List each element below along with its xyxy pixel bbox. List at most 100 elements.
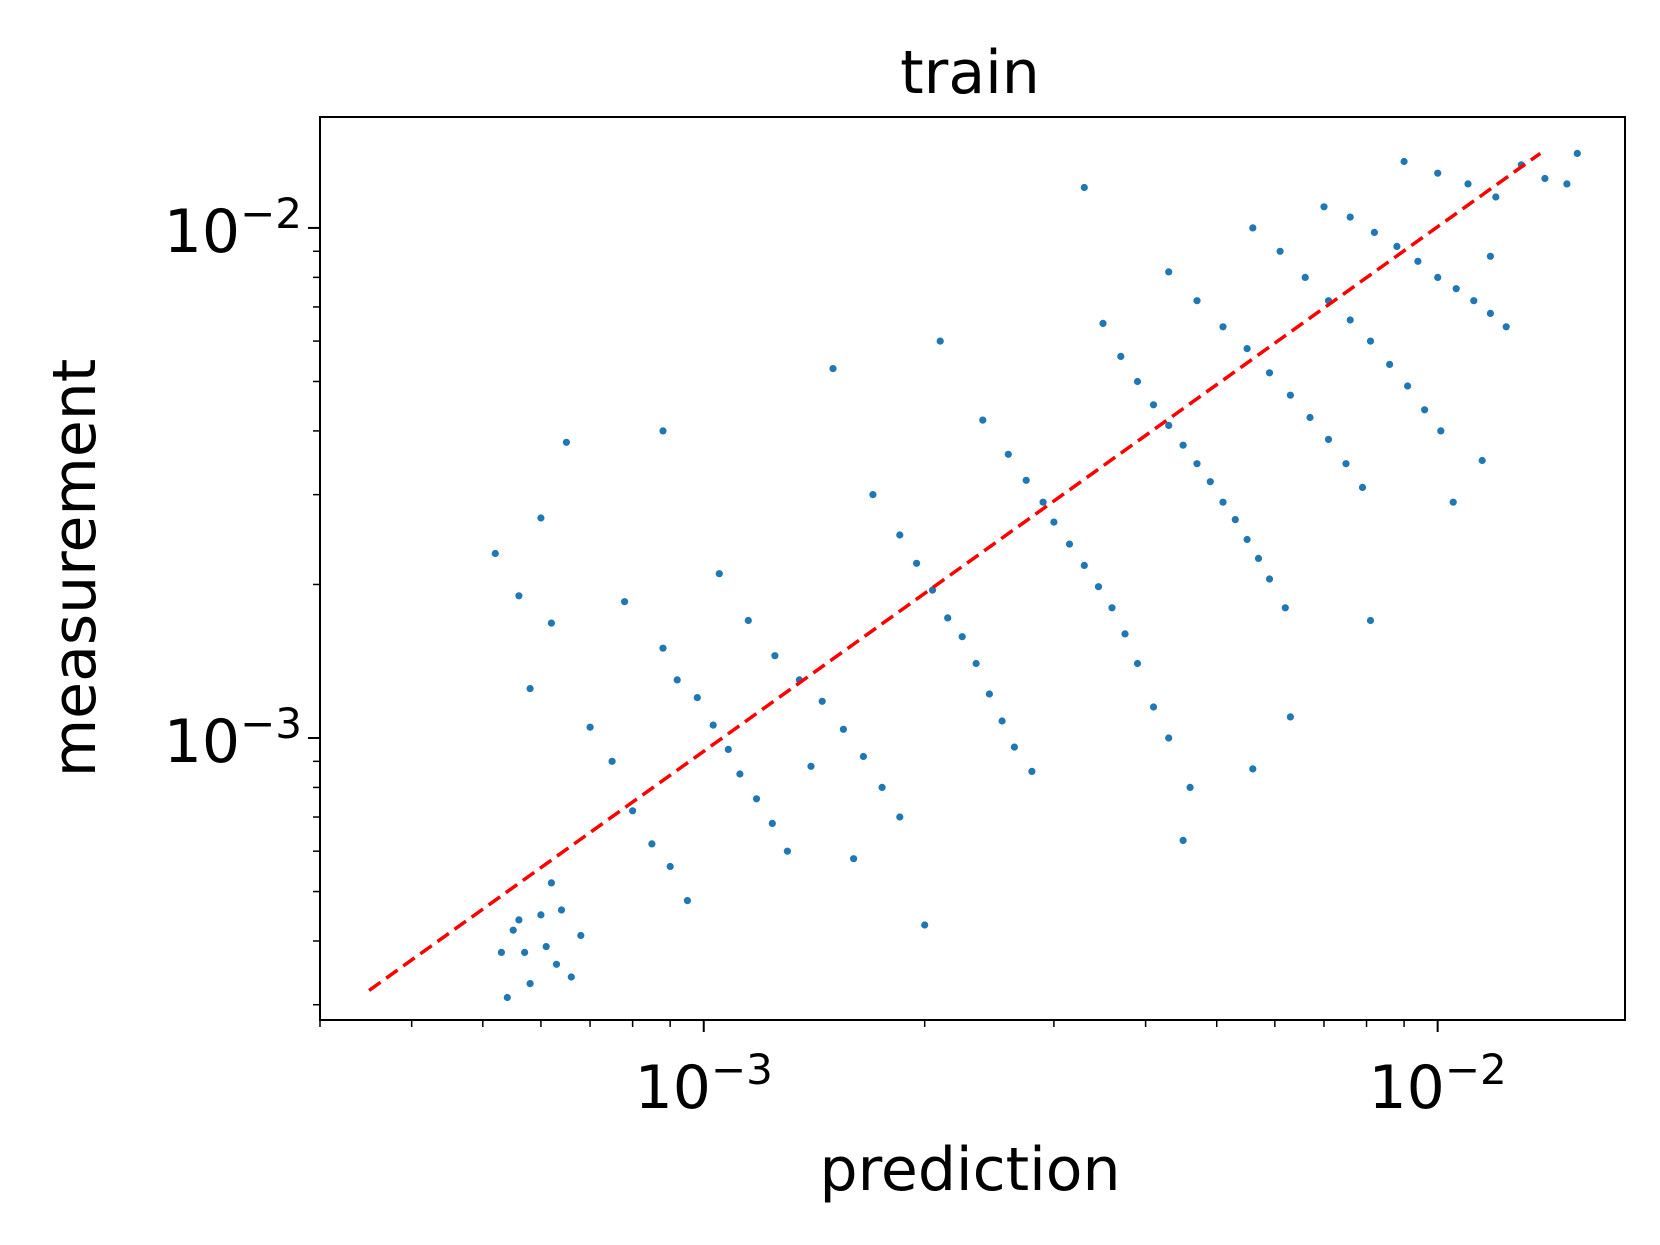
data-point bbox=[752, 795, 761, 803]
data-point bbox=[1400, 157, 1408, 166]
data-point bbox=[537, 911, 545, 919]
data-point bbox=[1449, 498, 1457, 506]
data-point bbox=[1452, 285, 1460, 293]
data-point bbox=[913, 559, 921, 567]
data-point bbox=[1186, 783, 1194, 792]
data-point bbox=[869, 491, 877, 499]
x-axis-label: prediction bbox=[819, 1135, 1120, 1205]
data-point bbox=[648, 840, 656, 848]
data-point bbox=[1478, 456, 1486, 465]
data-point bbox=[567, 973, 575, 981]
data-point bbox=[515, 916, 523, 924]
data-point bbox=[577, 931, 585, 940]
data-point bbox=[1243, 535, 1251, 544]
data-point bbox=[659, 427, 667, 435]
data-point bbox=[1165, 268, 1173, 276]
data-point bbox=[1286, 713, 1294, 721]
data-point bbox=[1004, 450, 1012, 458]
data-point bbox=[1281, 604, 1289, 612]
data-point bbox=[1050, 518, 1058, 526]
data-point bbox=[1386, 360, 1394, 368]
data-point bbox=[1464, 180, 1472, 188]
data-point bbox=[1243, 345, 1251, 353]
data-point bbox=[673, 676, 681, 684]
data-point bbox=[1179, 836, 1187, 845]
data-point bbox=[1165, 421, 1173, 429]
data-point bbox=[958, 633, 966, 641]
data-point bbox=[1133, 377, 1142, 386]
data-point bbox=[1010, 743, 1019, 751]
data-point bbox=[1094, 583, 1103, 591]
data-point bbox=[1301, 273, 1309, 281]
data-point bbox=[608, 757, 616, 765]
data-point bbox=[985, 690, 994, 698]
data-point bbox=[1065, 540, 1074, 548]
data-point bbox=[1276, 247, 1284, 255]
data-point bbox=[1486, 252, 1494, 260]
data-point bbox=[1121, 630, 1129, 638]
data-point bbox=[1193, 297, 1201, 305]
data-point bbox=[547, 619, 556, 627]
data-point bbox=[1434, 169, 1442, 177]
data-point bbox=[1039, 498, 1047, 506]
data-point bbox=[1320, 203, 1328, 211]
data-point bbox=[629, 807, 637, 815]
data-point bbox=[1219, 323, 1227, 331]
data-point bbox=[1165, 734, 1173, 742]
y-tick-label: 10−3 bbox=[164, 699, 302, 777]
data-point bbox=[1434, 273, 1442, 281]
data-points bbox=[491, 149, 1581, 1002]
chart-title: train bbox=[900, 38, 1040, 108]
data-point bbox=[972, 659, 980, 668]
data-point bbox=[709, 721, 717, 729]
plot-frame bbox=[319, 116, 1626, 1021]
plot-area bbox=[320, 117, 1625, 1020]
y-tick-label: 10−2 bbox=[164, 189, 302, 267]
data-point bbox=[1358, 483, 1367, 491]
data-point bbox=[1254, 554, 1263, 563]
data-point bbox=[1342, 460, 1350, 468]
data-point bbox=[724, 745, 732, 754]
data-point bbox=[1502, 323, 1510, 331]
data-point bbox=[1108, 604, 1116, 612]
data-point bbox=[1022, 476, 1030, 484]
data-point bbox=[1404, 382, 1412, 390]
data-point bbox=[552, 960, 561, 968]
data-point bbox=[683, 897, 692, 905]
data-point bbox=[1149, 401, 1158, 409]
data-point bbox=[1080, 561, 1088, 570]
data-point bbox=[1486, 309, 1494, 317]
data-point bbox=[1437, 427, 1445, 435]
data-point bbox=[768, 819, 776, 828]
data-point bbox=[783, 847, 792, 855]
data-point bbox=[1393, 242, 1401, 250]
data-point bbox=[1080, 183, 1088, 192]
data-point bbox=[1249, 224, 1257, 232]
data-point bbox=[1492, 193, 1500, 201]
data-point bbox=[1370, 228, 1378, 236]
data-point bbox=[1179, 441, 1187, 449]
data-point bbox=[944, 614, 952, 622]
data-point bbox=[1421, 406, 1429, 414]
reference-line-group bbox=[368, 151, 1542, 992]
data-point bbox=[1470, 297, 1478, 305]
x-tick-label: 10−3 bbox=[635, 1045, 773, 1123]
data-point bbox=[1193, 460, 1201, 468]
data-point bbox=[537, 514, 545, 522]
y-axis-ticks: 10−3 10−2 bbox=[164, 189, 320, 1006]
data-point bbox=[521, 948, 529, 957]
data-point bbox=[1028, 767, 1036, 776]
data-point bbox=[1249, 765, 1257, 773]
data-point bbox=[515, 592, 523, 600]
data-point bbox=[715, 570, 723, 578]
reference-line bbox=[368, 151, 1542, 992]
data-point bbox=[1206, 478, 1214, 486]
data-point bbox=[829, 365, 837, 373]
data-point bbox=[878, 783, 886, 792]
data-point bbox=[1366, 616, 1375, 625]
data-point bbox=[1346, 213, 1354, 221]
data-point bbox=[1346, 316, 1354, 324]
y-axis-label: measurement bbox=[40, 359, 110, 778]
data-point bbox=[503, 993, 511, 1002]
